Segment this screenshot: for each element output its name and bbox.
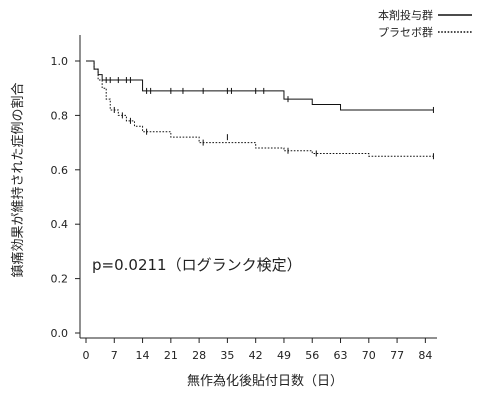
x-tick-label: 42 bbox=[249, 349, 263, 362]
legend-label-placebo: プラセボ群 bbox=[378, 25, 433, 39]
axes: 0.0 0.2 0.4 0.6 0.8 1.0 0 7 14 21 28 35 42 49 56 63 70 77… bbox=[51, 35, 437, 362]
x-axis-label: 無作為化後貼付日数（日） bbox=[187, 373, 343, 389]
legend-label-treatment: 本剤投与群 bbox=[378, 8, 433, 22]
y-tick-label: 0.8 bbox=[51, 109, 69, 122]
series-line-0 bbox=[86, 60, 434, 111]
x-tick-label: 28 bbox=[192, 349, 206, 362]
x-tick-label: 7 bbox=[111, 349, 118, 362]
x-tick-label: 0 bbox=[83, 349, 90, 362]
logrank-annotation: p=0.0211（ログランク検定） bbox=[92, 256, 302, 274]
x-tick-label: 63 bbox=[334, 349, 348, 362]
x-tick-label: 49 bbox=[277, 349, 291, 362]
x-tick-label: 35 bbox=[220, 349, 234, 362]
x-tick-label: 84 bbox=[418, 349, 432, 362]
series-layer bbox=[86, 60, 434, 160]
series-line-1 bbox=[86, 60, 434, 157]
x-tick-label: 70 bbox=[362, 349, 376, 362]
legend: 本剤投与群 プラセボ群 bbox=[378, 8, 472, 39]
x-tick-label: 21 bbox=[164, 349, 178, 362]
y-tick-label: 0.0 bbox=[51, 327, 69, 340]
y-tick-label: 0.4 bbox=[51, 218, 69, 231]
y-tick-label: 1.0 bbox=[51, 55, 69, 68]
y-tick-label: 0.2 bbox=[51, 273, 69, 286]
x-tick-label: 56 bbox=[305, 349, 319, 362]
y-axis-label: 鎮痛効果が維持された症例の割合 bbox=[10, 82, 26, 277]
y-tick-label: 0.6 bbox=[51, 164, 69, 177]
x-tick-label: 14 bbox=[136, 349, 150, 362]
x-tick-label: 77 bbox=[390, 349, 404, 362]
